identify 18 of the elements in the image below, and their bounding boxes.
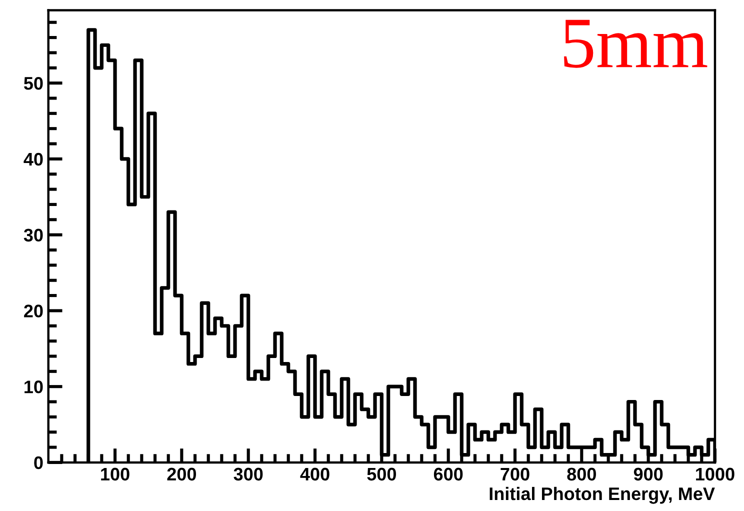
y-tick-label: 50	[24, 77, 43, 90]
y-tick-label: 30	[24, 228, 43, 242]
x-tick-label: 400	[300, 468, 330, 481]
x-tick-label: 700	[500, 468, 530, 481]
y-tick-label: 20	[24, 304, 43, 318]
x-tick-label: 800	[567, 468, 596, 481]
x-tick-label: 300	[234, 468, 263, 481]
y-tick-label: 10	[24, 380, 43, 394]
x-tick-label: 100	[101, 468, 130, 481]
x-tick-label: 200	[167, 468, 196, 481]
x-tick-label: 900	[634, 468, 663, 481]
x-tick-label: 1000	[696, 468, 734, 481]
x-tick-label: 600	[434, 468, 463, 481]
x-axis-title: Initial Photon Energy, MeV	[490, 486, 715, 504]
x-tick-label: 500	[367, 468, 396, 481]
annotation: 5mm	[564, 20, 708, 68]
y-tick-label: 40	[24, 152, 43, 166]
y-tick-label: 0	[34, 456, 43, 470]
